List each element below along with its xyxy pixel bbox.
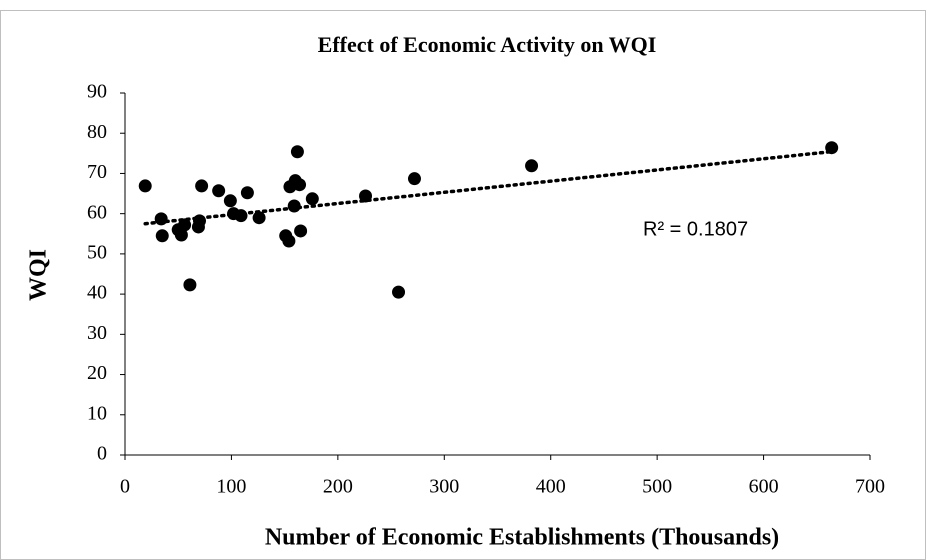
data-point <box>178 218 192 232</box>
data-point <box>359 189 373 203</box>
data-point <box>407 172 421 186</box>
x-tick-label: 200 <box>323 476 353 498</box>
data-point <box>290 145 304 159</box>
y-tick-label: 80 <box>87 121 107 143</box>
x-tick-label: 100 <box>216 476 246 498</box>
y-tick-label: 10 <box>87 402 107 424</box>
x-tick-label: 500 <box>642 476 672 498</box>
data-point <box>212 184 226 198</box>
y-tick-label: 50 <box>87 241 107 263</box>
data-point <box>240 186 254 200</box>
data-point <box>525 159 539 173</box>
data-point <box>305 192 319 206</box>
y-tick-label: 0 <box>97 443 107 465</box>
y-tick-label: 20 <box>87 362 107 384</box>
y-tick-label: 40 <box>87 282 107 304</box>
data-point <box>195 179 209 193</box>
data-point <box>282 234 296 248</box>
data-point <box>155 229 169 243</box>
data-point <box>293 178 307 192</box>
data-point <box>252 211 266 225</box>
data-point <box>825 141 839 155</box>
x-axis-label: Number of Economic Establishments (Thous… <box>265 525 779 551</box>
data-point <box>392 285 406 299</box>
chart-title: Effect of Economic Activity on WQI <box>318 32 657 57</box>
x-tick-label: 0 <box>120 476 130 498</box>
data-point <box>154 212 168 226</box>
x-tick-label: 600 <box>749 476 779 498</box>
data-point <box>234 209 248 223</box>
data-point <box>183 278 197 292</box>
data-point <box>193 214 206 228</box>
y-axis-label: WQI <box>26 249 52 301</box>
data-point <box>294 224 308 238</box>
r-squared-annotation: R² = 0.1807 <box>643 218 748 240</box>
data-point <box>287 199 301 213</box>
data-point <box>223 194 237 208</box>
y-tick-label: 70 <box>87 161 107 183</box>
x-tick-label: 300 <box>429 476 459 498</box>
y-tick-label: 30 <box>87 322 107 344</box>
y-tick-label: 90 <box>87 81 107 103</box>
y-tick-label: 60 <box>87 201 107 223</box>
data-point <box>174 228 188 242</box>
x-tick-label: 400 <box>536 476 566 498</box>
data-point <box>138 179 152 193</box>
chart-border <box>0 10 926 560</box>
x-tick-label: 700 <box>855 476 885 498</box>
